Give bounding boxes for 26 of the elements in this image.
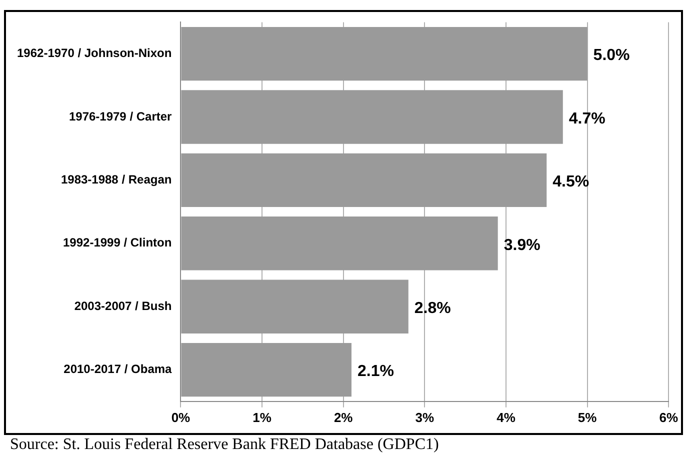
y-tick-label: 2003-2007 / Bush: [74, 298, 172, 313]
bar: [181, 216, 498, 270]
x-tick-label: 5%: [578, 410, 598, 425]
y-tick-label: 1962-1970 / Johnson-Nixon: [17, 46, 172, 60]
bar: [181, 342, 352, 397]
data-label: 3.9%: [504, 236, 540, 254]
y-tick-label: 1992-1999 / Clinton: [63, 236, 172, 250]
data-label: 4.5%: [552, 174, 590, 191]
bar: [181, 153, 547, 208]
data-label: 2.8%: [414, 300, 451, 318]
x-tick-label: 1%: [252, 410, 272, 425]
bar: [181, 280, 408, 334]
x-tick-label: 0%: [171, 410, 191, 425]
y-tick-label: 2010-2017 / Obama: [64, 362, 172, 376]
source-note: Source: St. Louis Federal Reserve Bank FRED Database (GDPC1): [10, 436, 439, 454]
y-tick-label: 1976-1979 / Carter: [68, 109, 172, 124]
data-label: 2.1%: [357, 363, 394, 380]
data-label: 5.0%: [593, 47, 630, 64]
y-tick-label: 1983-1988 / Reagan: [60, 172, 172, 187]
x-tick-label: 6%: [659, 410, 678, 425]
x-tick-label: 2%: [334, 410, 354, 425]
x-tick-label: 3%: [415, 410, 434, 425]
x-tick-label: 4%: [496, 410, 516, 425]
data-label: 4.7%: [568, 110, 606, 128]
bar: [181, 26, 588, 81]
bar: [181, 90, 563, 144]
